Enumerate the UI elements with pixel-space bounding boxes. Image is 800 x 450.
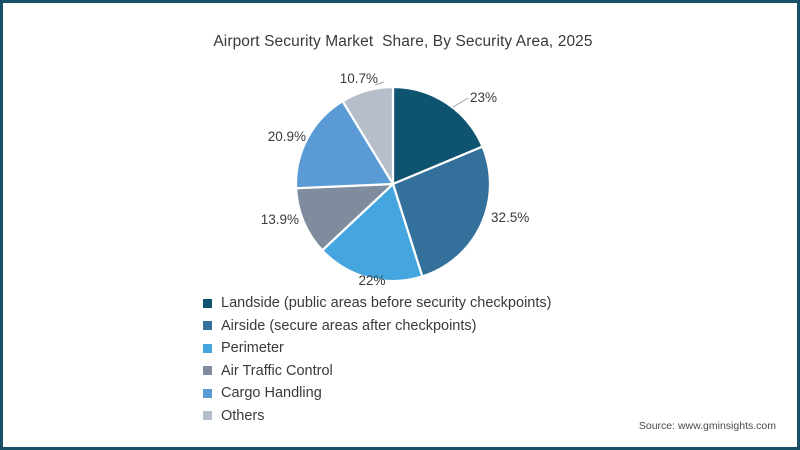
pie-slice-landside[interactable] (391, 85, 484, 186)
chart-canvas: Airport Security Market Share, By Securi… (6, 6, 794, 444)
legend-item-label: Cargo Handling (221, 385, 322, 401)
legend-item-cargo-handling[interactable]: Cargo Handling (203, 382, 643, 405)
slice-label-others: 10.7% (340, 71, 378, 86)
legend-item-airside[interactable]: Airside (secure areas after checkpoints) (203, 315, 643, 338)
slice-label-airside: 32.5% (491, 210, 529, 225)
legend-swatch-icon (203, 366, 212, 376)
pie-slice-airside[interactable] (391, 145, 492, 278)
legend-item-label: Others (221, 407, 265, 424)
legend-swatch-icon (203, 388, 212, 398)
legend-item-label: Air Traffic Control (221, 362, 333, 379)
legend-swatch-icon (203, 321, 212, 331)
leader-line-landside (452, 97, 469, 108)
legend-item-label: Airside (secure areas after checkpoints) (221, 317, 477, 334)
page-title: Airport Security Market Share, By Securi… (213, 33, 593, 50)
pie-slice-air-traffic-control[interactable] (294, 182, 396, 252)
legend-item-label: Perimeter (221, 340, 284, 356)
legend-swatch-icon (203, 298, 212, 308)
slice-label-air-traffic-control: 13.9% (261, 212, 299, 227)
legend-item-label: Landside (public areas before security c… (221, 295, 552, 311)
pie-slice-cargo-handling[interactable] (294, 99, 395, 190)
pie-slice-others[interactable] (341, 85, 395, 188)
leader-lines (374, 81, 469, 108)
pie-slices (294, 85, 492, 283)
pie-slice-perimeter[interactable] (320, 182, 424, 283)
slice-label-perimeter: 22% (358, 273, 385, 288)
legend-item-landside[interactable]: Landside (public areas before security c… (203, 292, 643, 315)
legend-swatch-icon (203, 343, 212, 353)
legend-swatch-icon (203, 411, 212, 421)
leader-line-others (374, 81, 385, 86)
pie-chart: 23% 32.5% 22% 13.9% 20.9% 10.7% (6, 6, 800, 450)
legend-item-perimeter[interactable]: Perimeter (203, 337, 643, 360)
pie-chart-svg: 23% 32.5% 22% 13.9% 20.9% 10.7% (261, 71, 530, 288)
slice-label-landside: 23% (470, 90, 497, 105)
source-attribution: Source: www.gminsights.com (638, 420, 776, 432)
chart-legend: Landside (public areas before security c… (203, 292, 643, 427)
slice-label-cargo-handling: 20.9% (268, 129, 306, 144)
legend-item-others[interactable]: Others (203, 405, 643, 428)
legend-item-air-traffic-control[interactable]: Air Traffic Control (203, 360, 643, 383)
